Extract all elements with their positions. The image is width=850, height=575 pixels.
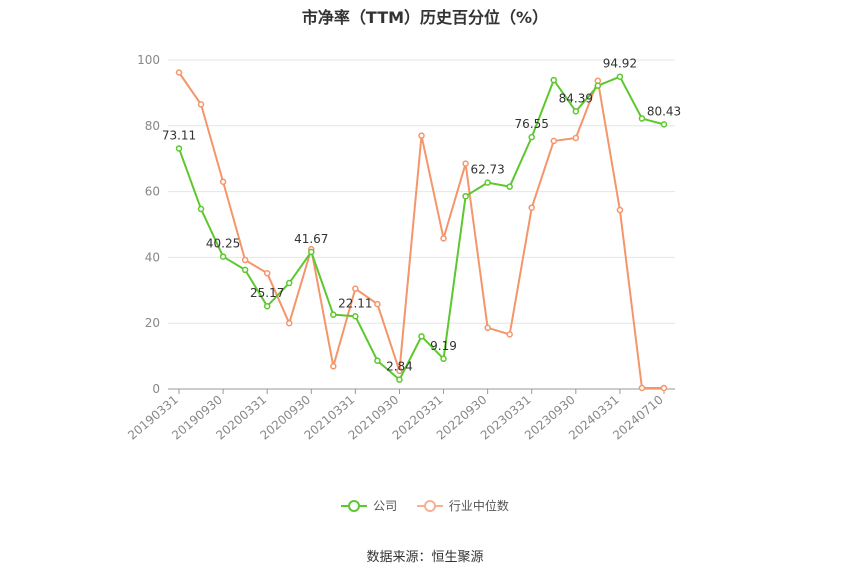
chart-title: 市净率（TTM）历史百分位（%） bbox=[301, 8, 549, 27]
data-point-industry-median[interactable] bbox=[660, 384, 668, 392]
data-point-company[interactable] bbox=[616, 73, 624, 80]
data-point-industry-median[interactable] bbox=[197, 101, 205, 108]
data-point-company[interactable] bbox=[528, 133, 535, 141]
data-point-industry-median[interactable] bbox=[528, 204, 535, 211]
y-tick-label: 0 bbox=[152, 382, 160, 396]
data-label: 84.39 bbox=[559, 91, 593, 105]
legend-item-industry-median[interactable]: 行业中位数 bbox=[416, 497, 509, 514]
data-point-company[interactable] bbox=[352, 313, 359, 320]
data-point-company[interactable] bbox=[396, 376, 403, 383]
data-point-company[interactable] bbox=[241, 266, 249, 274]
data-point-company[interactable] bbox=[285, 279, 293, 287]
data-label: 94.92 bbox=[603, 57, 637, 71]
data-point-industry-median[interactable] bbox=[572, 134, 580, 142]
data-point-company[interactable] bbox=[660, 121, 668, 128]
legend-swatch-industry-median bbox=[416, 499, 443, 513]
data-point-company[interactable] bbox=[440, 355, 447, 363]
data-point-industry-median[interactable] bbox=[462, 160, 469, 167]
data-label: 73.11 bbox=[162, 128, 196, 142]
series-line-industry-median bbox=[178, 71, 664, 390]
y-tick-label: 100 bbox=[137, 53, 160, 67]
data-point-company[interactable] bbox=[374, 357, 381, 364]
legend-label-industry-median: 行业中位数 bbox=[448, 499, 509, 513]
y-tick-label: 60 bbox=[145, 185, 160, 199]
data-point-company[interactable] bbox=[263, 302, 271, 310]
data-point-industry-median[interactable] bbox=[396, 367, 403, 375]
data-point-industry-median[interactable] bbox=[440, 235, 447, 242]
data-point-industry-median[interactable] bbox=[219, 178, 227, 185]
data-point-industry-median[interactable] bbox=[285, 319, 293, 327]
data-point-industry-median[interactable] bbox=[506, 331, 513, 338]
data-point-company[interactable] bbox=[308, 248, 315, 256]
data-label: 2.84 bbox=[386, 360, 413, 374]
y-tick-label: 40 bbox=[145, 250, 160, 264]
data-point-company[interactable] bbox=[175, 145, 183, 152]
data-point-company[interactable] bbox=[484, 179, 491, 186]
data-label: 25.17 bbox=[250, 286, 284, 300]
data-point-industry-median[interactable] bbox=[175, 69, 183, 76]
legend-label-company: 公司 bbox=[373, 499, 398, 513]
data-point-company[interactable] bbox=[462, 192, 469, 200]
legend-swatch-company bbox=[341, 499, 368, 513]
legend-item-company[interactable]: 公司 bbox=[341, 497, 397, 514]
data-point-company[interactable] bbox=[506, 183, 513, 190]
data-point-industry-median[interactable] bbox=[263, 269, 271, 277]
data-point-industry-median[interactable] bbox=[352, 285, 359, 292]
data-point-industry-median[interactable] bbox=[241, 256, 249, 264]
chart-legend: 公司 行业中位数 bbox=[0, 497, 850, 516]
data-label: 40.25 bbox=[206, 237, 240, 251]
data-point-industry-median[interactable] bbox=[484, 324, 491, 332]
data-label: 22.11 bbox=[338, 296, 372, 310]
y-tick-label: 20 bbox=[145, 316, 160, 330]
data-point-company[interactable] bbox=[418, 333, 425, 340]
data-label: 62.73 bbox=[470, 163, 504, 177]
data-point-company[interactable] bbox=[594, 82, 602, 89]
data-point-industry-median[interactable] bbox=[374, 300, 381, 308]
data-point-industry-median[interactable] bbox=[550, 137, 558, 145]
data-label: 76.55 bbox=[515, 117, 549, 131]
data-point-company[interactable] bbox=[197, 205, 205, 213]
y-tick-label: 80 bbox=[145, 119, 160, 133]
data-point-industry-median[interactable] bbox=[616, 206, 624, 214]
data-point-company[interactable] bbox=[330, 311, 337, 318]
data-point-industry-median[interactable] bbox=[638, 384, 646, 392]
data-label: 9.19 bbox=[430, 339, 457, 353]
data-label: 80.43 bbox=[647, 104, 681, 118]
data-source: 数据来源：恒生聚源 bbox=[366, 550, 484, 565]
data-point-industry-median[interactable] bbox=[330, 363, 337, 370]
data-point-company[interactable] bbox=[550, 76, 558, 84]
data-point-industry-median[interactable] bbox=[418, 132, 425, 139]
data-point-company[interactable] bbox=[219, 253, 227, 260]
data-label: 41.67 bbox=[294, 232, 328, 246]
data-point-company[interactable] bbox=[638, 115, 646, 122]
data-point-company[interactable] bbox=[572, 108, 580, 115]
